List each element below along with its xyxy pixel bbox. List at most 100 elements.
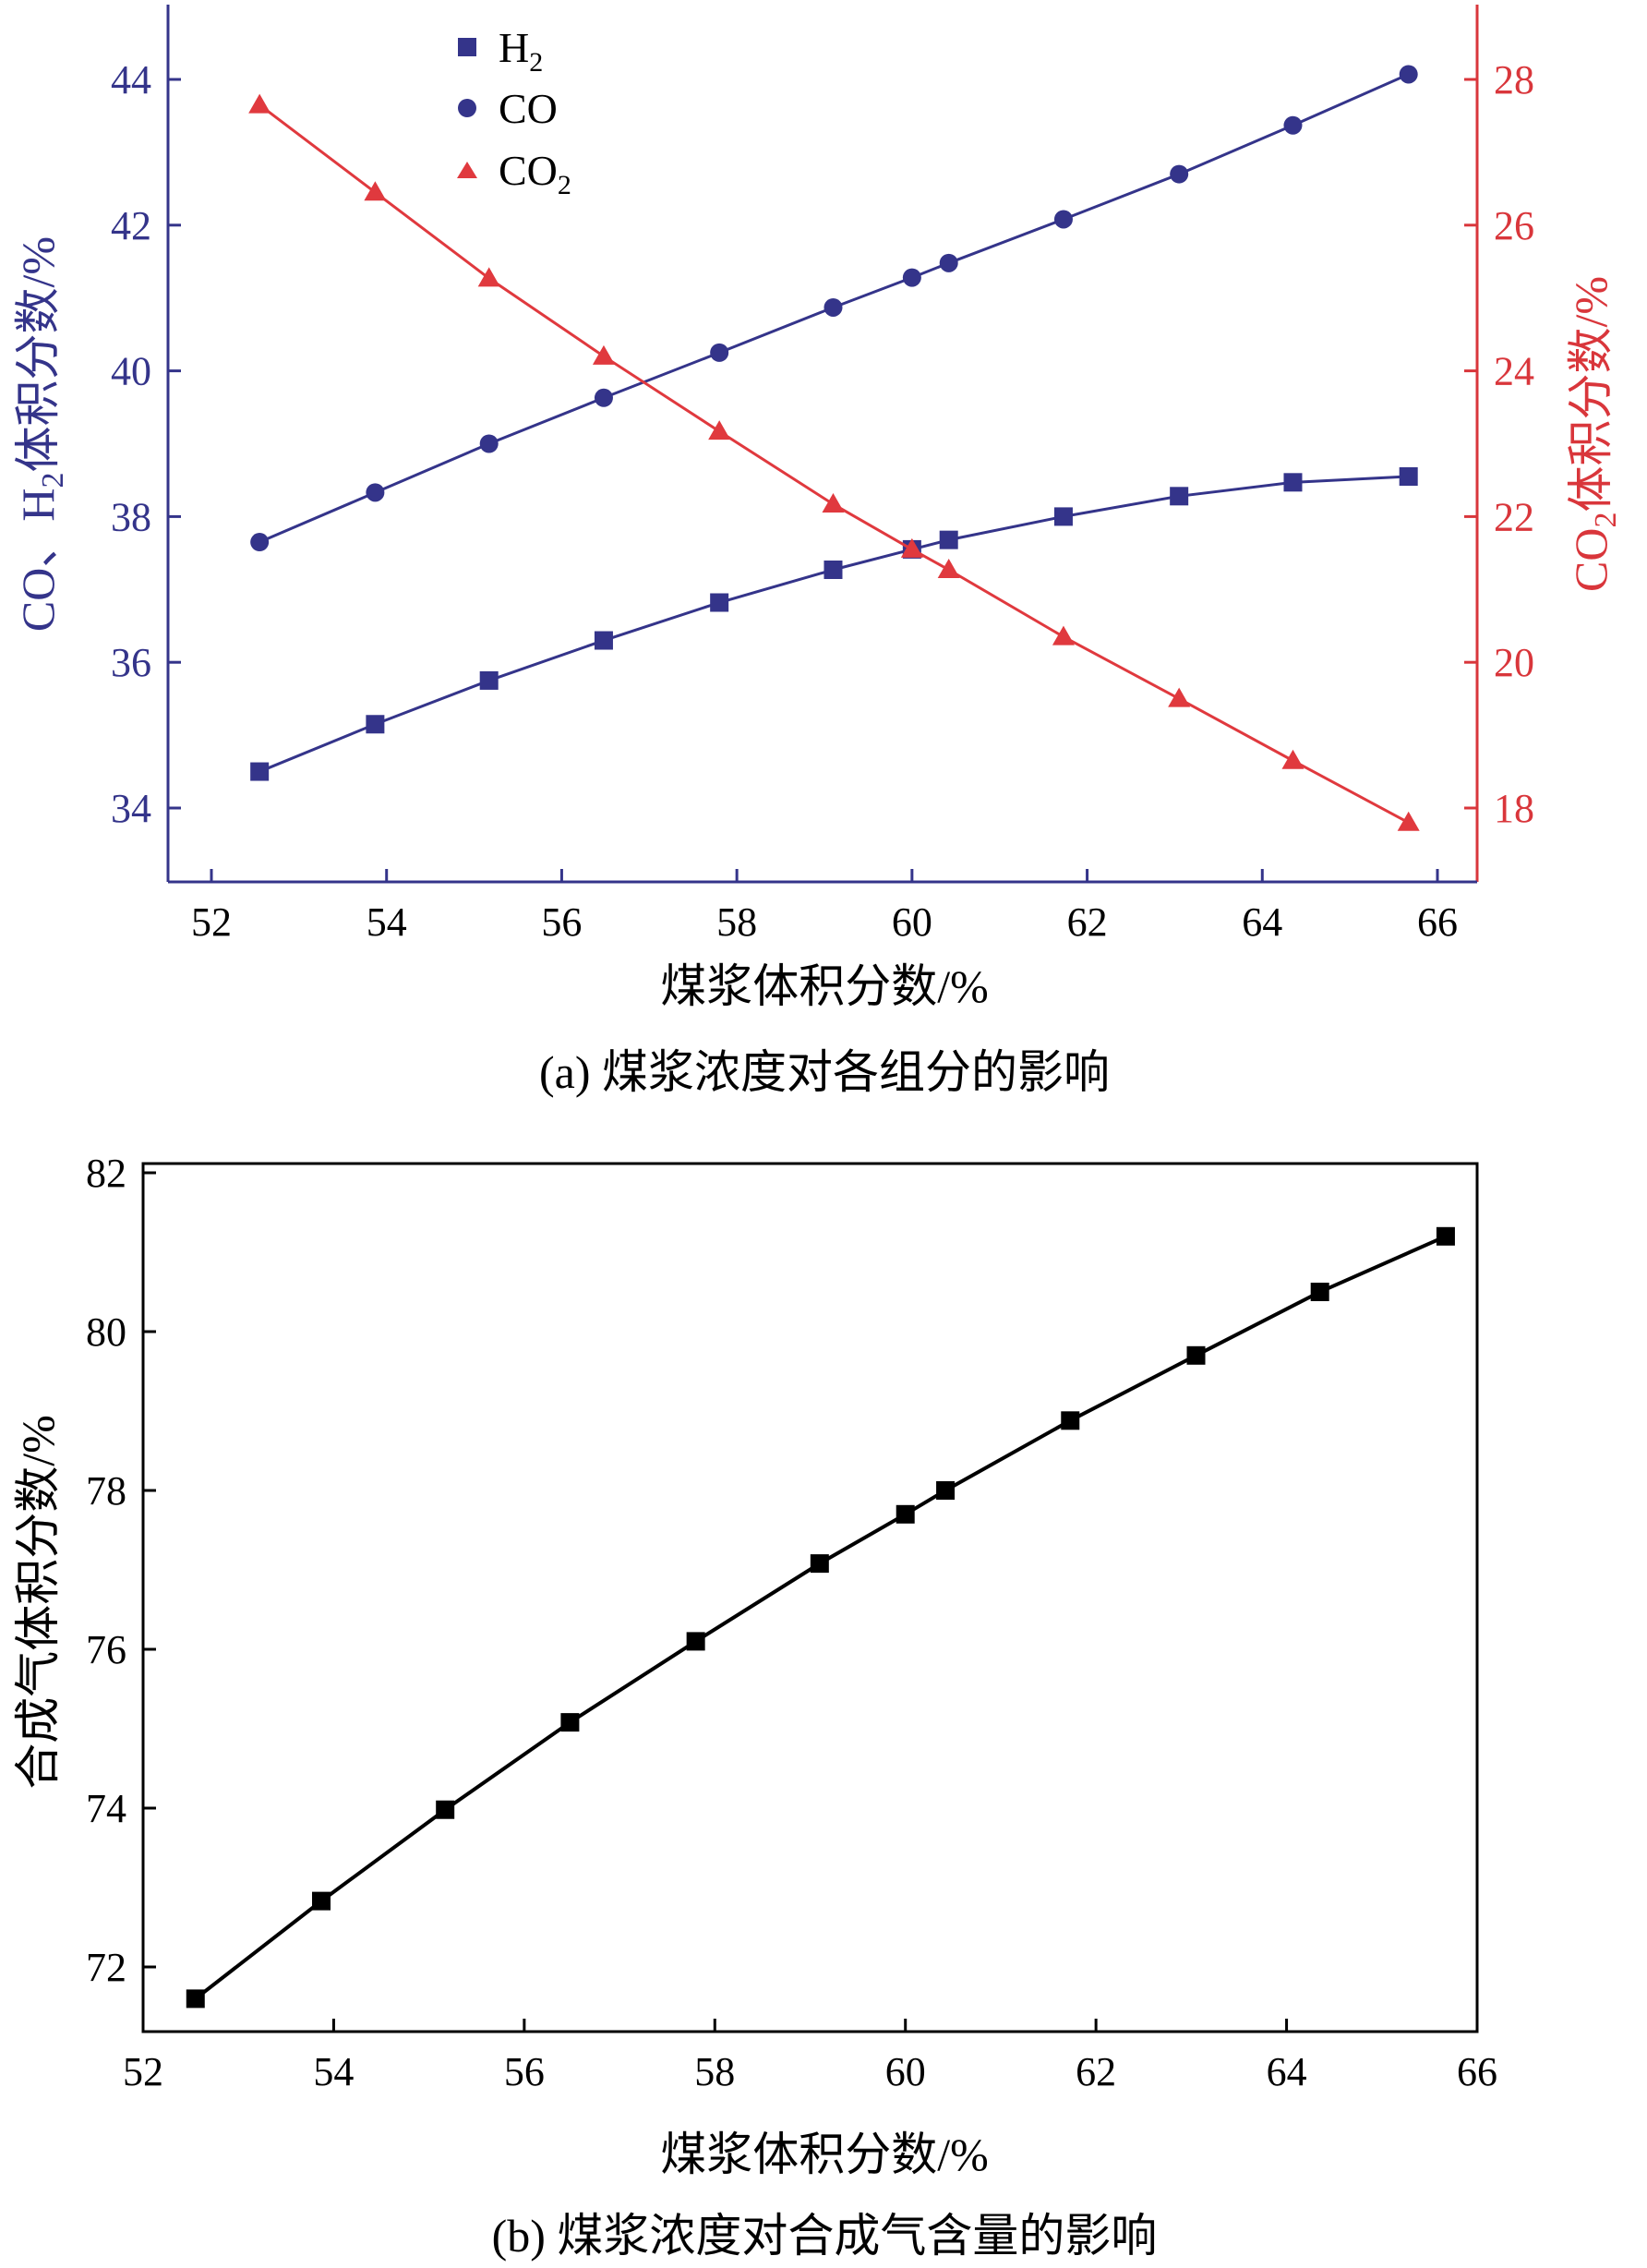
a-series-co-point	[250, 533, 270, 552]
b-x-tick-label: 62	[1076, 2049, 1116, 2094]
b-y-tick-label: 78	[86, 1468, 126, 1514]
legend-co2-label: CO2	[499, 147, 571, 200]
chart-b-syngas: 52 54 56 58 60 62 64 66 72 74 76 78 80 82 煤浆体积分数/% 合成…	[12, 1151, 1497, 2262]
b-series-syngas-point	[1186, 1345, 1206, 1365]
chart-a-legend: H2 CO CO2	[457, 24, 571, 200]
chart-a-right-y-axis-title: CO2体积分数/%	[1565, 276, 1623, 592]
chart-b-plot-area	[186, 1226, 1455, 2009]
a-right-y-tick-label: 24	[1494, 349, 1534, 394]
a-series-co2-point	[708, 420, 731, 440]
a-series-h2-point	[1283, 473, 1303, 492]
a-left-y-tick-label: 42	[111, 203, 151, 248]
a-series-co-point	[1170, 164, 1189, 184]
chart-a-x-axis-title: 煤浆体积分数/%	[660, 960, 989, 1012]
b-x-tick-label: 66	[1457, 2049, 1497, 2094]
a-series-h2-point	[250, 762, 270, 781]
a-series-co2-point	[900, 537, 923, 558]
b-y-tick-label: 82	[86, 1151, 126, 1196]
a-series-h2-point	[710, 593, 729, 612]
a-series-co-line	[258, 73, 1410, 544]
b-series-syngas-point	[810, 1554, 829, 1574]
b-series-syngas-point	[936, 1481, 956, 1500]
a-series-co2-point	[592, 344, 615, 365]
a-series-co-point	[366, 483, 385, 502]
a-series-co2-point	[1168, 687, 1191, 707]
a-series-co-point	[939, 253, 958, 272]
a-left-y-tick-label: 36	[111, 640, 151, 685]
b-series-syngas-point	[896, 1504, 915, 1524]
a-right-y-tick-label: 26	[1494, 203, 1534, 248]
a-series-co2-point	[477, 267, 500, 287]
a-series-co2-point	[937, 558, 960, 578]
a-series-co-point	[1399, 65, 1418, 84]
b-series-syngas-point	[686, 1632, 705, 1651]
a-right-y-tick-label: 20	[1494, 640, 1534, 685]
a-right-y-tick-label: 18	[1494, 786, 1534, 831]
a-series-co2-line	[258, 103, 1410, 825]
b-x-tick-label: 52	[123, 2049, 163, 2094]
chart-b-y-axis-title: 合成气体积分数/%	[12, 1415, 64, 1790]
legend-co-circle-marker	[458, 99, 476, 117]
b-x-tick-label: 54	[313, 2049, 354, 2094]
a-series-h2-line	[258, 475, 1409, 773]
a-right-y-tick-label: 28	[1494, 57, 1534, 103]
a-series-h2-point	[479, 670, 499, 690]
a-series-co2-point	[248, 93, 271, 114]
a-left-y-tick-label: 40	[111, 349, 151, 394]
b-y-tick-label: 80	[86, 1309, 126, 1355]
b-series-syngas-point	[1310, 1283, 1329, 1301]
a-x-tick-label: 52	[191, 899, 232, 945]
b-y-tick-label: 72	[86, 1945, 126, 1990]
a-series-co-point	[594, 388, 613, 407]
a-left-y-tick-label: 34	[111, 786, 151, 831]
a-x-tick-label: 56	[541, 899, 582, 945]
b-x-tick-label: 64	[1267, 2049, 1307, 2094]
b-y-tick-label: 74	[86, 1786, 126, 1831]
b-x-tick-label: 60	[885, 2049, 926, 2094]
b-x-tick-label: 58	[694, 2049, 735, 2094]
a-series-co2-point	[822, 492, 845, 513]
b-series-syngas-line	[194, 1234, 1447, 2000]
legend-h2-label: H2	[499, 24, 543, 78]
a-series-h2-point	[824, 560, 843, 579]
a-series-h2-point	[1053, 507, 1073, 526]
a-series-co2-point	[1052, 625, 1075, 645]
a-series-co2-point	[364, 181, 387, 201]
a-series-h2-point	[1399, 467, 1418, 487]
chart-a-composition: 52 54 56 58 60 62 64 66 34 36 38 40 42 44 18 20 22 24 26 28…	[12, 5, 1623, 1098]
a-x-tick-label: 58	[716, 899, 757, 945]
a-x-tick-label: 62	[1067, 899, 1108, 945]
a-left-y-tick-label: 44	[111, 57, 151, 103]
a-series-h2-point	[366, 715, 385, 734]
chart-a-plot-area	[248, 65, 1420, 831]
a-series-co-point	[1053, 210, 1073, 229]
legend-h2-square-marker	[458, 38, 476, 56]
legend-co-label: CO	[499, 85, 558, 132]
a-right-y-tick-label: 22	[1494, 494, 1534, 539]
a-series-h2-point	[1170, 487, 1189, 506]
a-x-tick-label: 64	[1242, 899, 1282, 945]
b-plot-frame	[141, 1162, 1479, 2033]
a-x-tick-label: 54	[367, 899, 407, 945]
b-series-syngas-point	[186, 1989, 205, 2009]
a-x-tick-label: 66	[1417, 899, 1458, 945]
b-series-syngas-point	[1436, 1226, 1455, 1246]
legend-co2-triangle-marker	[457, 162, 477, 178]
b-x-tick-label: 56	[504, 2049, 545, 2094]
a-series-co-point	[1283, 115, 1303, 135]
chart-b-caption: (b) 煤浆浓度对合成气含量的影响	[492, 2210, 1158, 2262]
a-series-co-point	[902, 268, 921, 287]
b-series-syngas-point	[560, 1713, 580, 1732]
b-series-syngas-point	[312, 1891, 331, 1911]
b-y-tick-label: 76	[86, 1627, 126, 1672]
a-series-co2-point	[1397, 811, 1420, 831]
a-series-co-point	[479, 434, 499, 453]
chart-a-left-y-axis-title: CO、H2体积分数/%	[12, 236, 70, 632]
chart-b-axes: 52 54 56 58 60 62 64 66 72 74 76 78 80 82	[86, 1151, 1497, 2094]
a-series-co2-point	[1281, 749, 1304, 769]
a-series-co-point	[710, 343, 729, 362]
b-series-syngas-point	[436, 1800, 455, 1819]
a-series-h2-point	[594, 631, 613, 650]
a-x-tick-label: 60	[892, 899, 932, 945]
